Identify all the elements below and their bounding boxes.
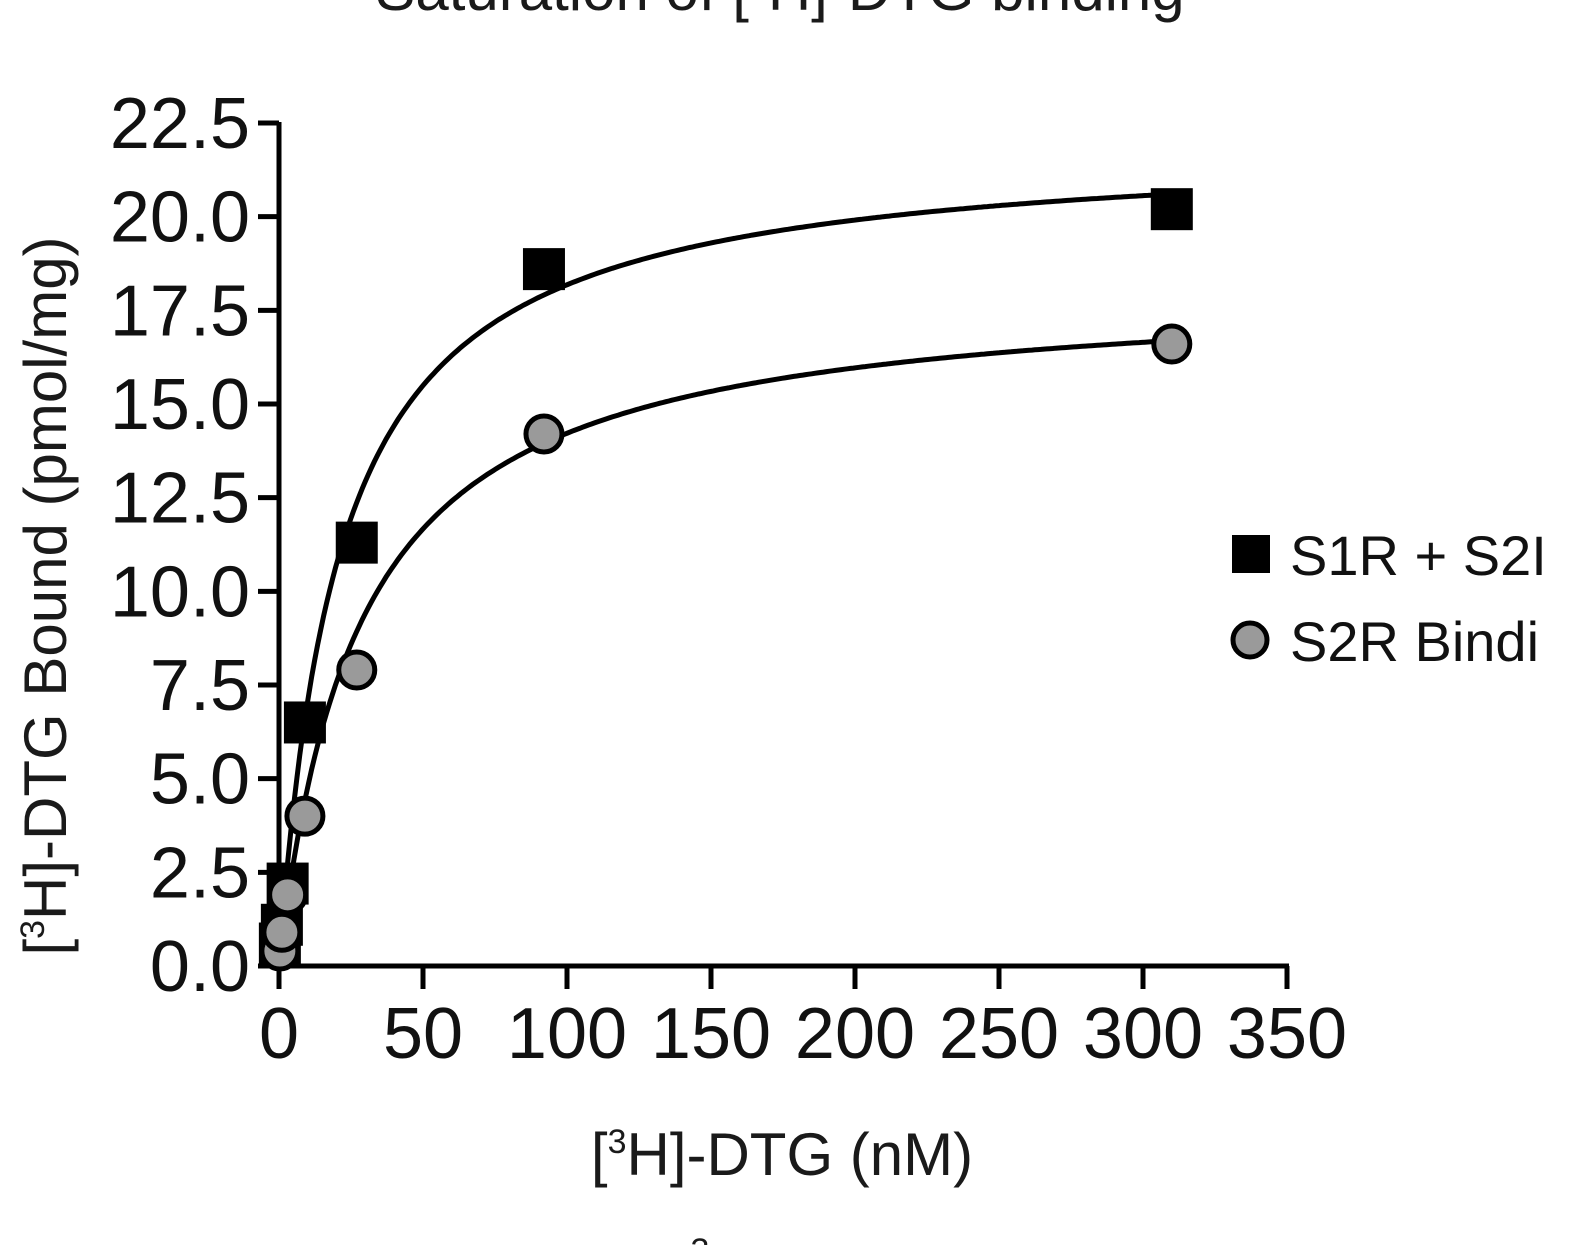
fit-curves <box>276 191 1172 967</box>
fit-curve-series-0 <box>276 191 1172 967</box>
x-ticks: 0 50 100 150 200 250 300 350 <box>259 966 1347 1074</box>
x-tick-label: 50 <box>383 994 463 1074</box>
y-tick-label: 2.5 <box>150 833 250 913</box>
point-series-1 <box>284 795 326 837</box>
x-tick-label: 350 <box>1227 994 1347 1074</box>
x-axis-title-pre: [ <box>591 1121 608 1188</box>
y-tick-label: 20.0 <box>110 178 250 258</box>
legend-label-s2r: S2R Bindi <box>1290 610 1539 673</box>
x-tick-label: 150 <box>651 994 771 1074</box>
x-axis-title-sup: 3 <box>608 1123 627 1161</box>
y-axis-title-sup: 3 <box>14 920 52 939</box>
x-tick-label: 200 <box>795 994 915 1074</box>
y-tick-label: 5.0 <box>150 740 250 820</box>
fit-curve-series-1 <box>276 338 1172 967</box>
point-series-0 <box>522 248 565 291</box>
point-series-0 <box>283 701 326 744</box>
axes <box>276 122 1289 969</box>
point-series-0 <box>1150 188 1193 231</box>
point-series-1 <box>1151 323 1193 365</box>
point-series-1 <box>523 413 565 455</box>
chart-title: Saturation of [3H]-DTG binding <box>375 0 1184 23</box>
chart-title-post: H]-DTG binding <box>768 0 1185 23</box>
legend: S1R + S2I S2R Bindi <box>1230 524 1547 673</box>
point-series-1 <box>336 649 378 691</box>
legend-circle-marker <box>1230 620 1270 660</box>
x-tick-label: 250 <box>939 994 1059 1074</box>
point-series-0 <box>335 521 378 564</box>
data-points <box>258 188 1193 972</box>
y-tick-label: 10.0 <box>110 552 250 632</box>
y-tick-label: 22.5 <box>110 84 250 164</box>
y-tick-label: 12.5 <box>110 459 250 539</box>
y-tick-label: 0.0 <box>150 927 250 1007</box>
y-axis-title-pre: [ <box>12 939 79 956</box>
x-tick-label: 300 <box>1083 994 1203 1074</box>
chart-title-pre: Saturation of [ <box>375 0 749 23</box>
x-axis-title: [3H]-DTG (nM) <box>591 1121 973 1188</box>
y-tick-label: 17.5 <box>110 271 250 351</box>
y-axis-title-post: H]-DTG Bound (pmol/mg) <box>12 236 79 920</box>
x-axis-title-post: H]-DTG (nM) <box>626 1121 973 1188</box>
y-tick-label: 15.0 <box>110 365 250 445</box>
legend-square-marker <box>1232 535 1270 573</box>
y-ticks: 0.0 2.5 5.0 7.5 10.0 12.5 15.0 17.5 20.0 22.5 <box>110 84 279 1007</box>
legend-label-s1r-s2r: S1R + S2I <box>1290 524 1547 587</box>
footer-superscript-fragment: 3 <box>691 1232 710 1245</box>
x-tick-label: 100 <box>507 994 627 1074</box>
x-tick-label: 0 <box>259 994 299 1074</box>
y-tick-label: 7.5 <box>150 646 250 726</box>
y-axis-title: [3H]-DTG Bound (pmol/mg) <box>12 236 79 955</box>
point-series-1 <box>267 874 309 916</box>
point-series-1 <box>261 911 303 953</box>
